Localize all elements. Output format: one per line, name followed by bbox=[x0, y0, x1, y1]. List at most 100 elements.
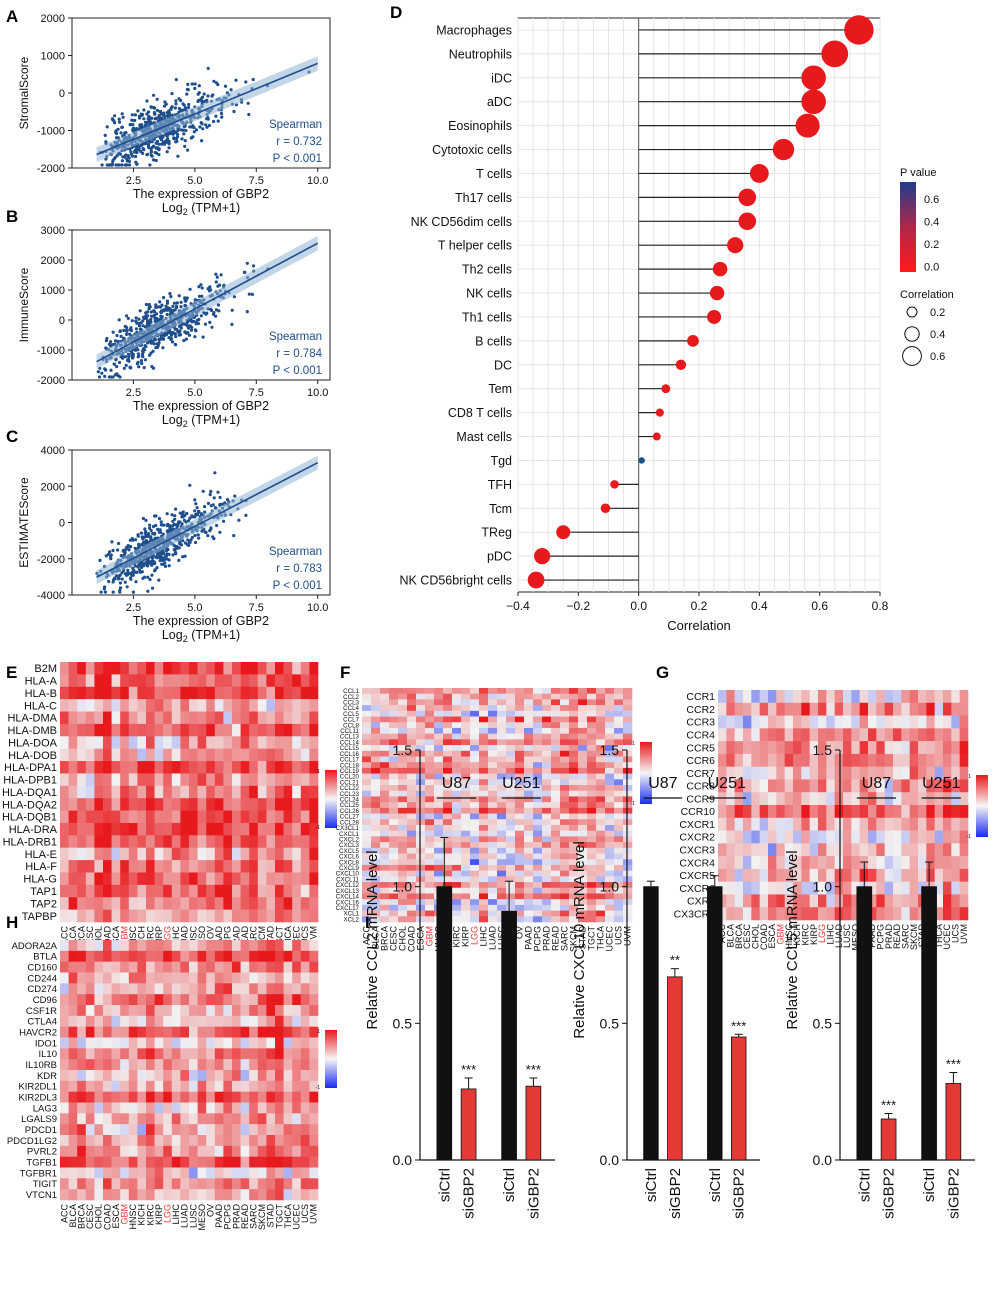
heatmap-cell bbox=[60, 1005, 69, 1017]
heatmap-cell bbox=[146, 674, 155, 688]
heatmap-cell bbox=[266, 961, 276, 973]
heatmap-cell bbox=[801, 715, 810, 729]
heatmap-cell bbox=[560, 779, 570, 786]
scatter-point bbox=[206, 501, 210, 505]
heatmap-cell bbox=[515, 876, 525, 883]
heatmap-cell bbox=[452, 904, 462, 911]
heatmap-cell bbox=[249, 662, 259, 675]
heatmap-cell bbox=[398, 688, 408, 695]
heatmap-cell bbox=[300, 723, 310, 737]
heatmap-cell bbox=[214, 872, 224, 886]
heatmap-cell bbox=[189, 686, 198, 700]
heatmap-cell bbox=[407, 693, 417, 700]
heatmap-cell bbox=[163, 711, 173, 725]
scatter-point bbox=[154, 158, 158, 163]
heatmap-cell bbox=[542, 790, 552, 797]
heatmap-cell bbox=[596, 824, 606, 831]
heatmap-cell bbox=[470, 904, 480, 911]
heatmap-cell bbox=[909, 792, 919, 806]
scatter-point bbox=[145, 540, 149, 544]
heatmap-cell bbox=[146, 1005, 155, 1017]
heatmap-cell bbox=[137, 662, 147, 675]
heatmap-cell bbox=[275, 736, 284, 749]
scatter-point bbox=[193, 298, 197, 302]
heatmap-cell bbox=[560, 813, 570, 820]
heatmap-cell bbox=[542, 813, 552, 820]
heatmap-cell bbox=[515, 693, 525, 700]
heatmap-cell bbox=[623, 716, 633, 723]
heatmap-cell bbox=[569, 710, 579, 717]
heatmap-cell bbox=[614, 819, 624, 826]
heatmap-cell bbox=[470, 710, 480, 717]
heatmap-cell bbox=[300, 699, 310, 712]
scatter-point bbox=[126, 153, 130, 158]
scatter-point bbox=[197, 294, 202, 298]
scatter-point bbox=[230, 308, 234, 312]
heatmap-cell bbox=[818, 843, 827, 857]
heatmap-cell bbox=[461, 876, 471, 883]
heatmap-cell bbox=[533, 693, 543, 700]
scatter-point bbox=[124, 355, 128, 359]
heatmap-cell bbox=[283, 822, 293, 836]
heatmap-cell bbox=[94, 662, 104, 675]
heatmap-cell bbox=[497, 847, 507, 854]
heatmap-cell bbox=[801, 728, 810, 742]
scatter-point bbox=[170, 92, 174, 96]
heatmap-cell bbox=[443, 796, 453, 803]
heatmap-cell bbox=[163, 860, 173, 873]
heatmap-cell bbox=[918, 843, 927, 857]
heatmap-cell bbox=[214, 972, 224, 984]
heatmap-cell bbox=[380, 790, 390, 797]
stat-label: Spearman bbox=[269, 119, 322, 131]
heatmap-cell bbox=[380, 710, 390, 717]
heatmap-cell bbox=[768, 702, 777, 716]
heatmap-cell bbox=[851, 690, 860, 704]
heatmap-cell bbox=[524, 807, 534, 814]
heatmap-cell bbox=[60, 761, 69, 774]
heatmap-cell bbox=[154, 835, 164, 849]
heatmap-cell bbox=[206, 1015, 216, 1027]
heatmap-cell bbox=[784, 753, 794, 767]
heatmap-cell bbox=[443, 739, 453, 746]
scatter-point bbox=[147, 120, 151, 125]
heatmap-cell bbox=[452, 819, 462, 826]
heatmap-cell bbox=[163, 972, 173, 984]
heatmap-cell bbox=[197, 872, 207, 886]
scatter-point bbox=[148, 577, 152, 582]
heatmap-cell bbox=[959, 894, 969, 908]
scatter-point bbox=[137, 324, 142, 328]
heatmap-cell bbox=[834, 856, 844, 870]
heatmap-cell bbox=[120, 860, 130, 873]
heatmap-row-label: CXCR4 bbox=[679, 857, 715, 869]
heatmap-cell bbox=[214, 1037, 224, 1049]
heatmap-cell bbox=[569, 722, 579, 729]
scatter-point bbox=[109, 340, 113, 344]
scatter-point bbox=[154, 514, 158, 518]
heatmap-cell bbox=[232, 847, 241, 861]
heatmap-cell bbox=[283, 686, 293, 700]
heatmap-cell bbox=[479, 899, 489, 906]
heatmap-cell bbox=[515, 807, 525, 814]
heatmap-cell bbox=[416, 762, 426, 769]
heatmap-cell bbox=[443, 722, 453, 729]
heatmap-cell bbox=[416, 807, 426, 814]
heatmap-cell bbox=[718, 792, 727, 806]
scatter-point bbox=[162, 104, 167, 108]
heatmap-cell bbox=[389, 722, 399, 729]
heatmap-cell bbox=[206, 1026, 216, 1038]
heatmap-cell bbox=[407, 716, 417, 723]
scatter-point bbox=[141, 324, 145, 328]
heatmap-cell bbox=[137, 748, 147, 762]
heatmap-cell bbox=[443, 745, 453, 752]
scatter-point bbox=[187, 333, 191, 337]
heatmap-cell bbox=[488, 802, 498, 809]
heatmap-cell bbox=[362, 722, 372, 729]
heatmap-cell bbox=[309, 723, 319, 737]
heatmap-cell bbox=[851, 868, 860, 882]
heatmap-cell bbox=[362, 807, 372, 814]
scatter-point bbox=[109, 368, 113, 372]
scatter-point bbox=[175, 546, 180, 550]
heatmap-cell bbox=[818, 690, 827, 704]
heatmap-cell bbox=[214, 798, 224, 811]
heatmap-cell bbox=[362, 756, 372, 763]
